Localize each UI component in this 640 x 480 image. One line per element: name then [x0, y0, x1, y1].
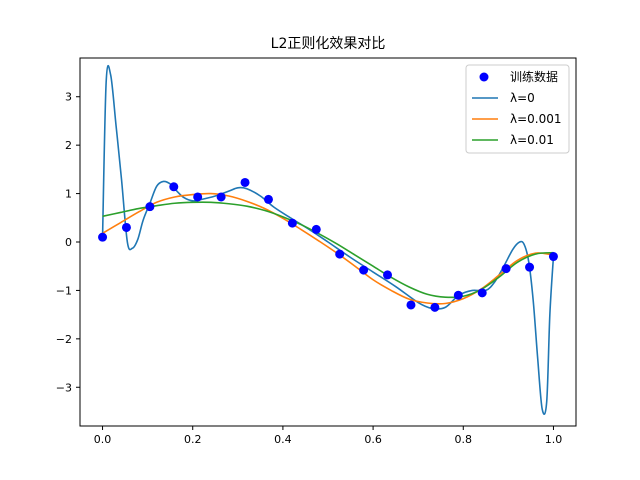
y-tick-label: −1: [56, 284, 72, 297]
y-tick-label: 0: [65, 236, 72, 249]
legend-label: 训练数据: [510, 69, 558, 84]
scatter-point: [287, 218, 297, 228]
y-tick-label: −2: [56, 333, 72, 346]
legend-label: λ=0.001: [510, 112, 562, 126]
scatter-point: [145, 202, 155, 212]
scatter-point: [453, 290, 463, 300]
x-tick-label: 0.8: [455, 433, 473, 446]
scatter-point: [193, 192, 203, 202]
scatter-point: [98, 232, 108, 242]
scatter-layer: [98, 177, 558, 312]
chart-title: L2正则化效果对比: [271, 36, 386, 52]
y-tick-label: 2: [65, 139, 72, 152]
scatter-point: [335, 249, 345, 259]
scatter-point: [477, 288, 487, 298]
legend-label: λ=0.01: [510, 133, 554, 147]
axes-layer: 0.0 0.2 0.4 0.6 0.8 1.0 −3 −2 −1 0 1 2 3: [56, 91, 562, 446]
legend: 训练数据 λ=0 λ=0.001 λ=0.01: [465, 64, 570, 154]
x-tick-label: 1.0: [545, 433, 563, 446]
x-tick-label: 0.6: [364, 433, 382, 446]
series-line-0: [101, 64, 555, 415]
scatter-point: [548, 252, 558, 262]
x-tick-label: 0.4: [274, 433, 292, 446]
x-tick-label: 0.0: [94, 433, 112, 446]
y-tick-label: 3: [65, 91, 72, 104]
scatter-point: [216, 192, 226, 202]
legend-label: λ=0: [510, 91, 535, 105]
scatter-point: [263, 194, 273, 204]
scatter-point: [240, 177, 250, 187]
scatter-point: [406, 300, 416, 310]
legend-box: [465, 64, 570, 154]
y-tick-label: 1: [65, 188, 72, 201]
scatter-point: [169, 182, 179, 192]
scatter-point: [359, 265, 369, 275]
legend-marker-scatter: [479, 72, 489, 82]
scatter-point: [501, 264, 511, 274]
scatter-point: [430, 302, 440, 312]
scatter-point: [311, 224, 321, 234]
y-tick-label: −3: [56, 381, 72, 394]
x-tick-label: 0.2: [184, 433, 202, 446]
scatter-point: [121, 222, 131, 232]
scatter-point: [383, 270, 393, 280]
scatter-point: [525, 262, 535, 272]
